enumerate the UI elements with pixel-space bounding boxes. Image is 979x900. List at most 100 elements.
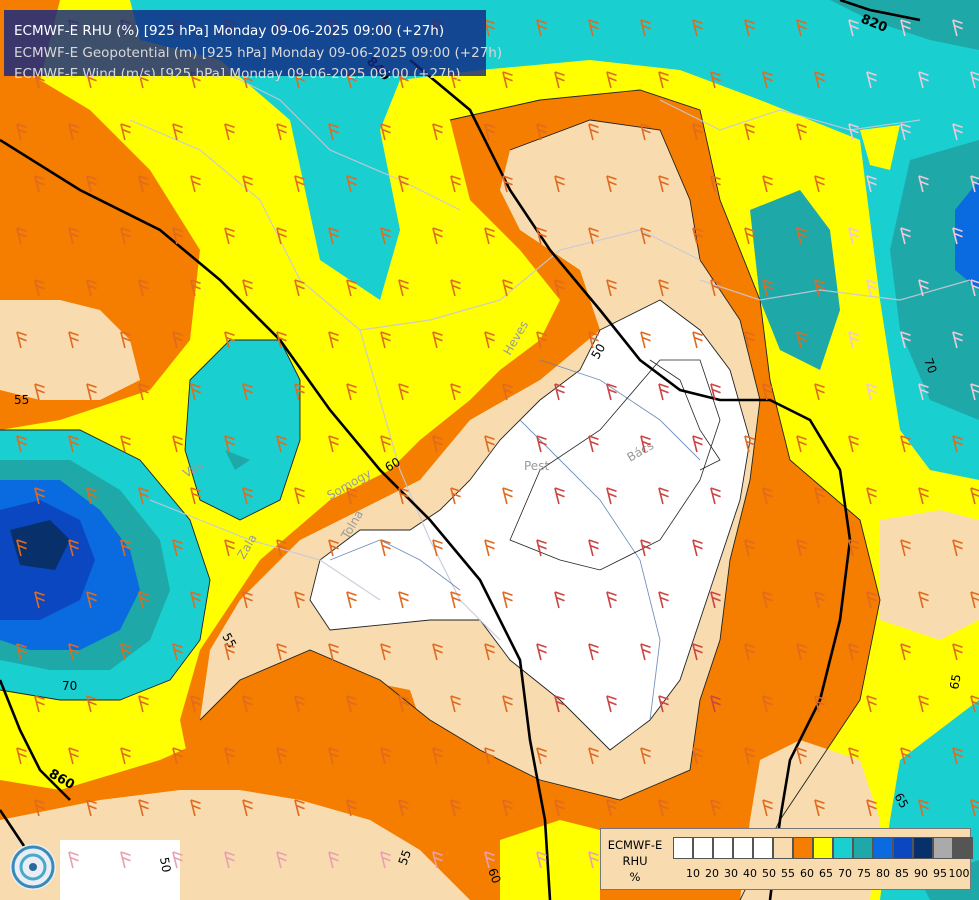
legend-title: ECMWF-E RHU % xyxy=(607,838,663,884)
wind-barb xyxy=(450,175,461,193)
rhu-zone-50 xyxy=(310,300,750,750)
wind-barb xyxy=(450,279,461,297)
wind-barb xyxy=(658,175,669,193)
legend-swatch xyxy=(773,837,793,859)
wind-barb xyxy=(536,123,547,141)
wind-barb xyxy=(86,695,97,713)
wind-barb xyxy=(34,487,45,505)
wind-barb xyxy=(328,435,339,453)
wind-barb xyxy=(502,591,513,609)
legend-tick-label: 30 xyxy=(724,867,738,880)
wind-barb xyxy=(294,175,305,193)
wind-barb xyxy=(120,227,131,245)
wind-barb xyxy=(172,123,183,141)
wind-barb xyxy=(710,591,721,609)
wind-barb xyxy=(536,435,547,453)
wind-barb xyxy=(242,591,253,609)
wind-barb xyxy=(762,71,773,89)
wind-barb xyxy=(138,279,149,297)
wind-barb xyxy=(16,747,27,765)
rhu-zone-90-west xyxy=(10,520,70,570)
wind-barb xyxy=(450,383,461,401)
wind-barb xyxy=(484,643,495,661)
wind-barb xyxy=(34,175,45,193)
wind-barb xyxy=(814,71,825,89)
legend-tick-label: 50 xyxy=(762,867,776,880)
wind-barb xyxy=(172,331,183,349)
wind-barb xyxy=(172,539,183,557)
wind-barb xyxy=(848,539,859,557)
wind-barb xyxy=(606,487,617,505)
legend-tick-label: 100 xyxy=(948,867,970,880)
wind-barb xyxy=(120,747,131,765)
wind-barb xyxy=(658,591,669,609)
wind-barb xyxy=(380,227,391,245)
wind-barb xyxy=(952,227,963,245)
wind-barb xyxy=(138,695,149,713)
wind-barb xyxy=(796,19,807,37)
wind-barb xyxy=(692,643,703,661)
wind-barb xyxy=(796,435,807,453)
wind-barb xyxy=(380,747,391,765)
wind-barb xyxy=(346,383,357,401)
wind-barb xyxy=(900,435,911,453)
wind-barb xyxy=(606,591,617,609)
wind-barb xyxy=(502,175,513,193)
wind-barb xyxy=(952,747,963,765)
wind-barb xyxy=(34,591,45,609)
wind-barb xyxy=(762,175,773,193)
wind-barb xyxy=(900,227,911,245)
wind-barb xyxy=(640,643,651,661)
wind-barb xyxy=(190,695,201,713)
legend-swatch xyxy=(813,837,833,859)
wind-barb xyxy=(294,591,305,609)
wind-barb xyxy=(86,799,97,817)
wind-barb xyxy=(34,695,45,713)
legend-swatch xyxy=(953,837,973,859)
wind-barb xyxy=(848,747,859,765)
legend-tick-label: 20 xyxy=(705,867,719,880)
wind-barb xyxy=(432,435,443,453)
wind-barb xyxy=(900,539,911,557)
wind-barb xyxy=(502,799,513,817)
wind-barb xyxy=(120,851,131,869)
wind-barb xyxy=(848,643,859,661)
wind-barb xyxy=(588,539,599,557)
wind-barb xyxy=(866,383,877,401)
wind-barb xyxy=(658,279,669,297)
wind-barb xyxy=(710,175,721,193)
wind-barb xyxy=(16,539,27,557)
wind-barb xyxy=(16,331,27,349)
legend-tick-label: 60 xyxy=(800,867,814,880)
wind-barb xyxy=(554,799,565,817)
wind-barb xyxy=(554,695,565,713)
wind-barb xyxy=(484,747,495,765)
contour-65-east: 65 xyxy=(947,673,963,690)
wind-barb xyxy=(328,227,339,245)
wind-barb xyxy=(502,487,513,505)
wind-barb xyxy=(276,227,287,245)
wind-barb xyxy=(900,331,911,349)
wind-barb xyxy=(796,331,807,349)
wind-barb xyxy=(796,227,807,245)
rhu-zone-75 xyxy=(750,190,840,370)
wind-barb xyxy=(68,331,79,349)
wind-barb xyxy=(224,539,235,557)
wind-barb xyxy=(606,695,617,713)
wind-barb xyxy=(866,695,877,713)
wind-barb xyxy=(918,279,929,297)
wind-barb xyxy=(484,851,495,869)
wind-barb xyxy=(294,487,305,505)
contour-60-south: 60 xyxy=(485,866,503,885)
wind-barb xyxy=(762,383,773,401)
wind-barb xyxy=(744,331,755,349)
wind-barb xyxy=(554,279,565,297)
wind-barb xyxy=(190,591,201,609)
wind-barb xyxy=(692,123,703,141)
wind-barb xyxy=(536,19,547,37)
wind-barb xyxy=(346,695,357,713)
wind-barb xyxy=(294,799,305,817)
wind-barb xyxy=(242,175,253,193)
legend-swatch xyxy=(793,837,813,859)
wind-barb xyxy=(328,747,339,765)
